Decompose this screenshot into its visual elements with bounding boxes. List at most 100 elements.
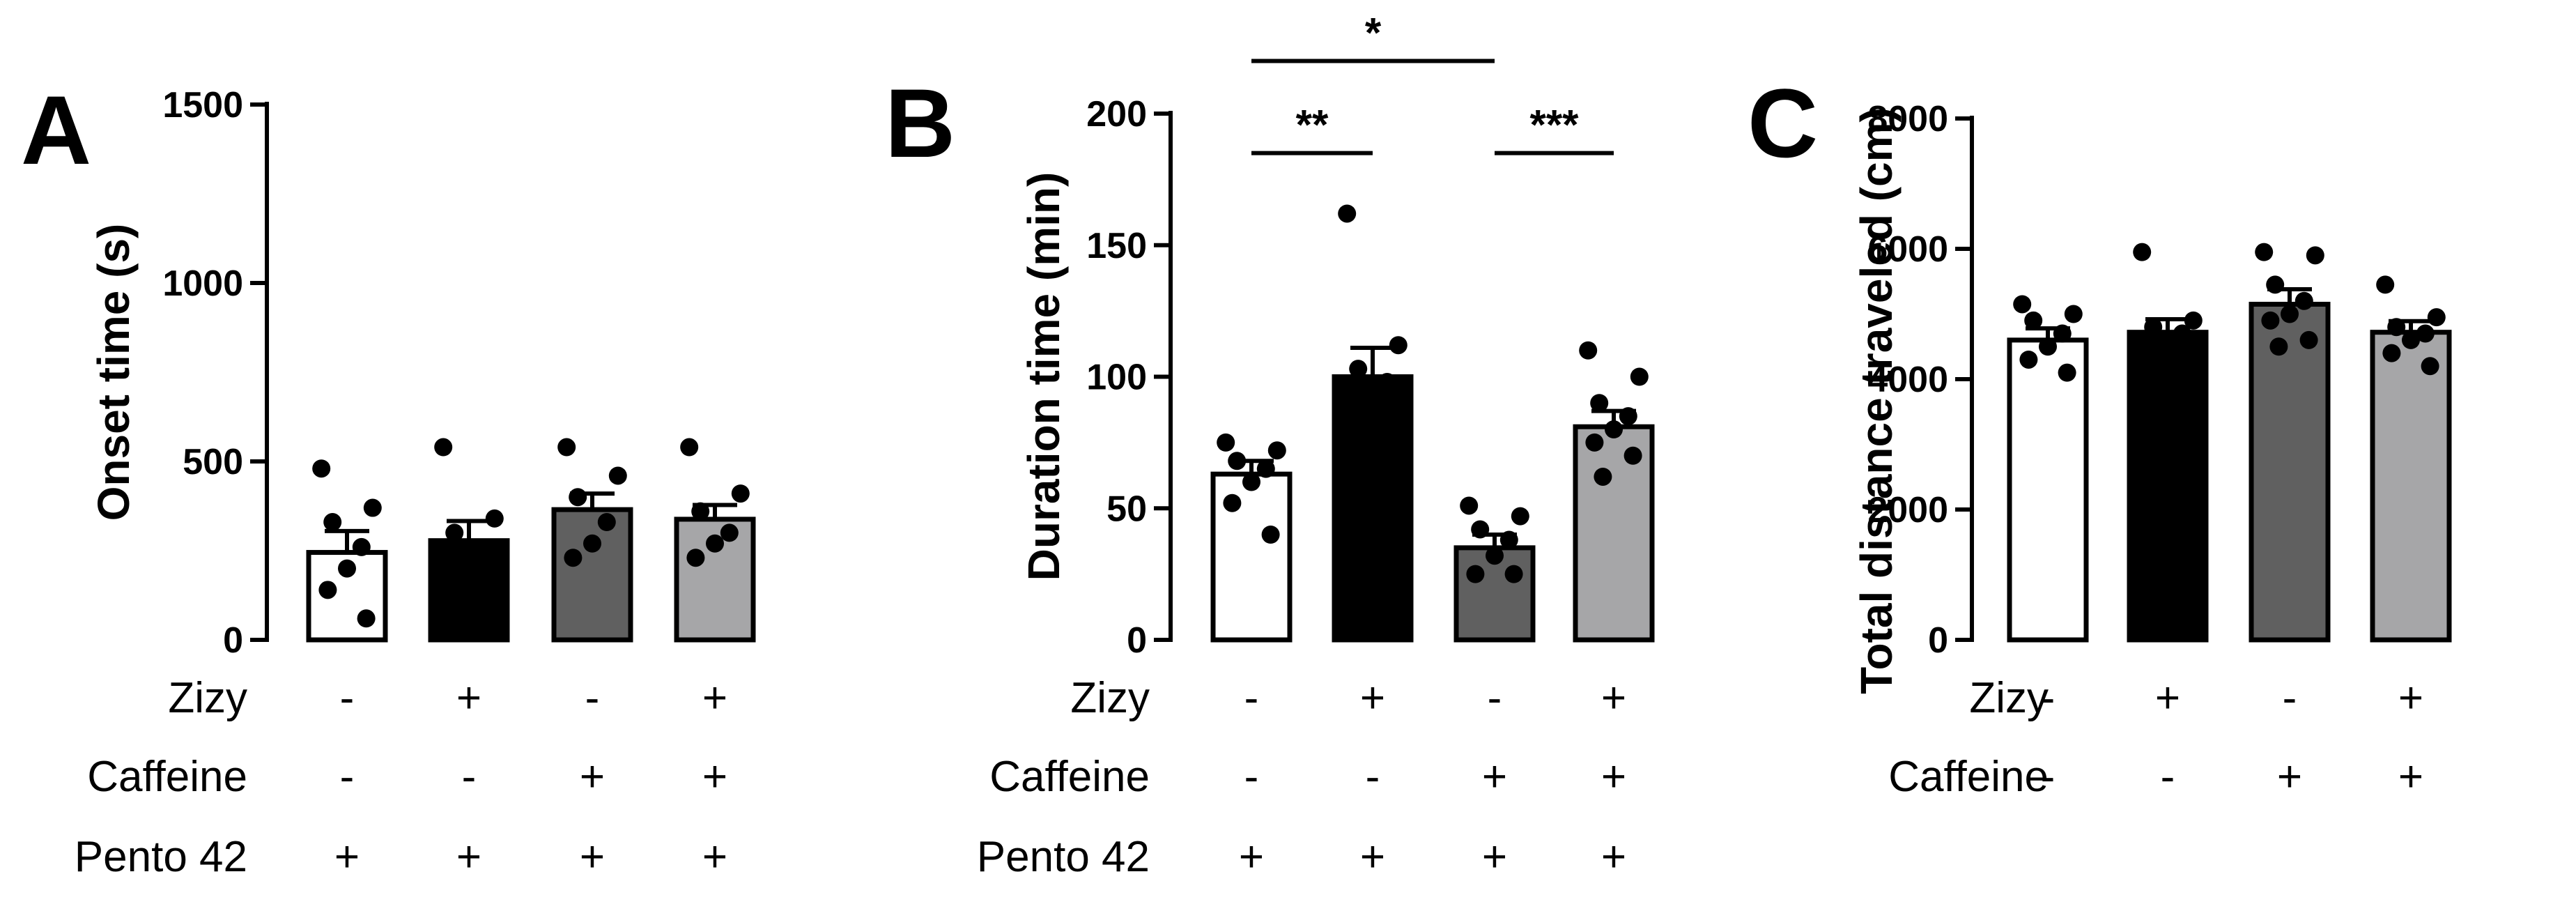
condition-sign: + — [702, 833, 727, 881]
data-point — [1364, 381, 1382, 399]
data-point — [2416, 324, 2435, 343]
data-point — [434, 438, 453, 457]
y-tick-label: 500 — [183, 442, 243, 482]
data-point — [357, 609, 376, 628]
data-point — [2013, 295, 2032, 314]
data-point — [1624, 446, 1642, 465]
condition-sign: + — [2398, 753, 2423, 801]
data-point — [363, 498, 382, 517]
data-point — [1228, 452, 1247, 470]
condition-sign: - — [2283, 674, 2297, 722]
condition-sign: + — [1482, 753, 1507, 801]
condition-sign: + — [580, 753, 605, 801]
condition-sign: + — [1601, 674, 1626, 722]
data-point — [686, 549, 705, 567]
condition-label: Pento 42 — [75, 833, 247, 881]
data-point — [1594, 467, 1612, 486]
data-point — [1217, 433, 1235, 452]
data-point — [1261, 526, 1280, 544]
data-point — [557, 438, 576, 457]
data-point — [2177, 337, 2196, 356]
condition-sign: - — [2041, 753, 2056, 801]
data-point — [474, 545, 493, 564]
data-point — [1630, 367, 1649, 386]
panel-letter: C — [1748, 68, 1818, 178]
data-point — [1378, 373, 1396, 392]
data-point — [2266, 275, 2285, 294]
data-point — [1579, 341, 1598, 360]
bar — [1332, 374, 1414, 643]
data-point — [597, 513, 616, 532]
condition-sign: - — [340, 674, 355, 722]
condition-sign: - — [585, 674, 600, 722]
data-point — [2255, 243, 2274, 261]
chart-panel-c: C Total distance traveled (cm) 0 2000 4000 60… — [1748, 68, 2452, 801]
condition-label: Zizy — [168, 674, 247, 722]
significance-label: ** — [1296, 102, 1329, 148]
panel-letter: B — [885, 68, 955, 178]
data-point — [1460, 496, 1479, 515]
data-point — [2376, 275, 2395, 294]
data-point — [2306, 246, 2324, 265]
data-point — [706, 534, 724, 553]
condition-label: Zizy — [1070, 674, 1150, 722]
y-axis-label: Total distance traveled (cm) — [1851, 107, 1902, 694]
data-point — [352, 537, 371, 556]
data-point — [731, 484, 750, 503]
data-point — [2281, 305, 2299, 323]
data-point — [2019, 350, 2038, 369]
data-point — [2382, 344, 2401, 362]
condition-label: Pento 42 — [977, 833, 1150, 881]
condition-sign: + — [456, 833, 481, 881]
condition-sign: - — [2041, 674, 2056, 722]
data-point — [2184, 311, 2203, 330]
data-point — [2024, 311, 2043, 330]
data-point — [2064, 305, 2083, 323]
condition-sign: + — [1601, 753, 1626, 801]
data-point — [1619, 407, 1637, 426]
data-point — [312, 459, 331, 478]
condition-sign: + — [702, 674, 727, 722]
data-point — [2144, 318, 2163, 337]
bar — [2127, 330, 2209, 643]
condition-sign: + — [580, 833, 605, 881]
condition-sign: + — [2277, 753, 2302, 801]
significance-label: * — [1365, 10, 1382, 56]
data-point — [485, 509, 504, 528]
data-point — [1466, 565, 1485, 583]
data-point — [1605, 420, 1623, 438]
data-point — [1511, 507, 1529, 526]
data-point — [1504, 565, 1523, 583]
data-point — [323, 513, 342, 532]
y-tick-label: 8000 — [1867, 99, 1948, 139]
data-point — [1267, 441, 1286, 460]
panel-letter: A — [21, 75, 91, 185]
y-axis-label: Duration time (min) — [1019, 172, 1069, 581]
bar — [2249, 301, 2331, 643]
y-tick-label: 1500 — [162, 85, 243, 125]
y-tick-label: 0 — [1127, 620, 1147, 661]
condition-label: Caffeine — [87, 753, 247, 801]
condition-sign: + — [702, 753, 727, 801]
data-point — [2387, 318, 2406, 337]
data-point — [2053, 324, 2072, 343]
data-point — [460, 566, 478, 585]
condition-sign: - — [1244, 753, 1259, 801]
data-point — [2299, 330, 2318, 349]
data-point — [583, 534, 601, 553]
condition-sign: + — [1482, 833, 1507, 881]
data-point — [720, 523, 739, 542]
data-point — [2261, 311, 2280, 330]
data-point — [1256, 459, 1275, 478]
condition-sign: + — [1360, 833, 1385, 881]
condition-sign: + — [1360, 674, 1385, 722]
condition-sign: - — [1366, 753, 1380, 801]
condition-label: Zizy — [1969, 674, 2049, 722]
data-point — [2058, 363, 2076, 382]
data-point — [1471, 520, 1490, 539]
condition-sign: + — [2398, 674, 2423, 722]
data-point — [2159, 330, 2177, 349]
data-point — [1389, 336, 1407, 355]
